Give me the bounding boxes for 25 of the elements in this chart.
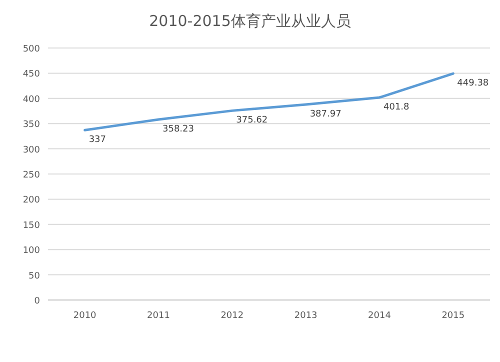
data-label: 358.23: [162, 124, 194, 134]
x-tick-label: 2010: [73, 311, 97, 321]
data-label: 387.97: [310, 109, 342, 120]
x-tick-label: 2012: [220, 311, 244, 321]
x-tick-label: 2011: [147, 311, 170, 321]
x-tick-label: 2013: [294, 311, 318, 321]
y-tick-label: 450: [22, 70, 40, 80]
line-series: [84, 72, 454, 132]
data-label: 337: [88, 135, 106, 146]
y-tick-label: 400: [22, 94, 40, 105]
data-label: 375.62: [236, 116, 268, 126]
y-tick-label: 200: [22, 196, 40, 206]
x-tick-label: 2015: [442, 311, 465, 321]
y-tick-label: 250: [22, 170, 40, 180]
data-label: 401.8: [384, 102, 410, 112]
y-tick-label: 50: [28, 271, 40, 282]
y-tick-label: 0: [34, 296, 40, 306]
y-tick-label: 150: [22, 220, 40, 231]
x-tick-label: 2014: [368, 311, 392, 321]
y-tick-label: 100: [22, 246, 40, 256]
data-label: 449.38: [457, 78, 489, 89]
y-tick-label: 350: [22, 120, 40, 130]
y-tick-label: 300: [22, 145, 40, 156]
y-tick-label: 500: [22, 44, 40, 54]
chart-title: 2010-2015体育产业从业人员: [149, 12, 351, 30]
